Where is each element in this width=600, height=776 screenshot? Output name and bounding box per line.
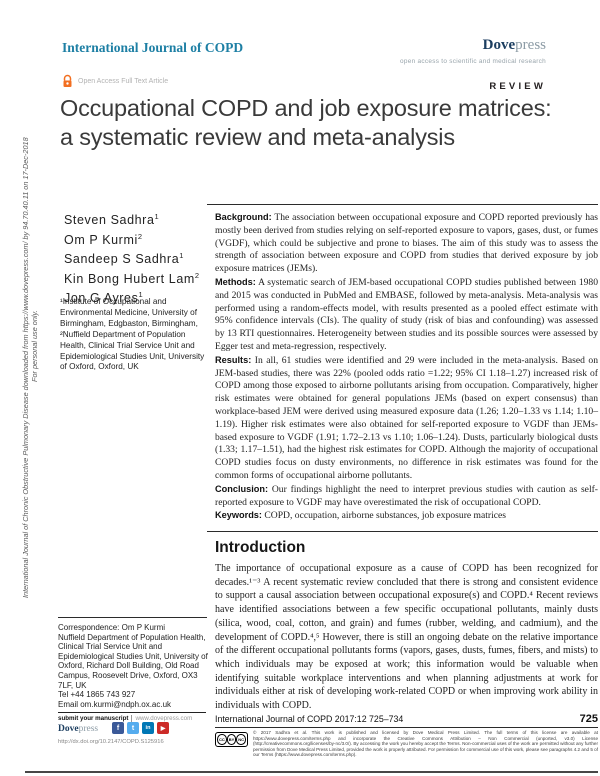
abstract-methods: Methods: A systematic search of JEM-base… [215, 276, 598, 354]
youtube-icon[interactable]: ▶ [157, 722, 169, 734]
correspondence-tel: Tel +44 1865 743 927 [58, 690, 136, 700]
open-access-lock-icon [63, 74, 72, 87]
abstract-section-label: Conclusion: [215, 483, 269, 494]
cc-by-nc-badge: cc by nc [215, 732, 248, 747]
author-affiliation-sup: 2 [137, 231, 143, 241]
abstract-top-divider [207, 204, 598, 205]
correspondence-name: Correspondence: Om P Kurmi [58, 623, 166, 632]
author-affiliation-sup: 1 [154, 212, 160, 221]
abstract-section-label: Methods: [215, 276, 256, 287]
personal-use-notice: For personal use only. [30, 310, 39, 382]
introduction-heading: Introduction [215, 539, 306, 556]
dovepress-footer-logo: Dovepress [58, 724, 98, 734]
footer-right-divider [215, 727, 598, 728]
open-access-row: Open Access Full Text Article [62, 74, 168, 89]
article-title-line1: Occupational COPD and job exposure matri… [60, 95, 552, 121]
abstract-section-text: Our findings highlight the need to inter… [215, 483, 598, 508]
social-icons-row: f t in ▶ [112, 722, 169, 734]
abstract: Background: The association between occu… [215, 211, 598, 523]
correspondence-block: Correspondence: Om P Kurmi Nuffield Depa… [58, 623, 211, 709]
abstract-section-label: Results: [215, 354, 252, 365]
cc-icon: cc [217, 734, 227, 745]
facebook-icon[interactable]: f [112, 722, 124, 734]
author-list: Steven Sadhra1 Om P Kurmi2 Sandeep S Sad… [64, 209, 214, 307]
abstract-section-label: Keywords: [215, 510, 262, 521]
download-notice: International Journal of Chronic Obstruc… [21, 137, 30, 598]
dovepress-footer-logo-light: press [78, 724, 99, 734]
author-name-text: Jon G Ayres [64, 291, 139, 306]
introduction-top-divider [207, 531, 598, 532]
dovepress-logo-bold: Dove [482, 37, 516, 53]
author-name: Sandeep S Sadhra1 [64, 248, 214, 268]
abstract-section-label: Background: [215, 212, 272, 222]
abstract-background: Background: The association between occu… [215, 211, 598, 276]
correspondence-divider [58, 617, 207, 618]
abstract-section-text: COPD, occupation, airborne substances, j… [264, 510, 507, 522]
linkedin-icon[interactable]: in [142, 722, 154, 734]
dovepress-logo: Dovepress [483, 37, 546, 54]
citation-row: International Journal of COPD 2017:12 72… [215, 713, 598, 725]
submit-manuscript-label: submit your manuscript [58, 715, 133, 722]
author-name: Om P Kurmi2 [64, 229, 214, 249]
journal-citation: International Journal of COPD 2017:12 72… [215, 714, 404, 724]
journal-title: International Journal of COPD [62, 40, 244, 55]
article-title-line2: a systematic review and meta-analysis [60, 124, 455, 150]
article-title: Occupational COPD and job exposure matri… [60, 94, 600, 152]
page-number: 725 [579, 713, 598, 725]
abstract-conclusion: Conclusion: Our findings highlight the n… [215, 483, 598, 510]
abstract-keywords: Keywords: COPD, occupation, airborne sub… [215, 509, 598, 523]
page-bottom-edge [25, 771, 598, 773]
author-name-text: Kin Bong Hubert Lam [64, 271, 195, 286]
twitter-icon[interactable]: t [127, 722, 139, 734]
doi-link[interactable]: http://dx.doi.org/10.2147/COPD.S125916 [58, 739, 164, 745]
author-name: Steven Sadhra1 [64, 209, 214, 229]
abstract-section-text: The association between occupational exp… [215, 212, 598, 275]
open-access-label: Open Access Full Text Article [78, 78, 169, 85]
footer-left-divider [58, 712, 206, 714]
author-affiliation-sup: 1 [179, 251, 185, 261]
abstract-section-text: In all, 61 studies were identified and 2… [215, 354, 598, 481]
article-type-label: REVIEW [489, 81, 546, 92]
cc-by-icon: by [226, 734, 237, 745]
license-text: © 2017 Sadhra et al. This work is publis… [253, 730, 598, 758]
publisher-tagline: open access to scientific and medical re… [400, 58, 546, 65]
correspondence-address: Nuffield Department of Population Health… [58, 632, 208, 690]
author-affiliation-sup: 1 [138, 290, 144, 300]
dovepress-url[interactable]: www.dovepress.com [135, 715, 193, 722]
dovepress-footer-logo-bold: Dove [58, 724, 79, 734]
abstract-results: Results: In all, 61 studies were identif… [215, 354, 598, 483]
author-name: Kin Bong Hubert Lam2 [64, 268, 214, 288]
submit-manuscript-line: submit your manuscript www.dovepress.com [58, 715, 192, 722]
author-name-text: Sandeep S Sadhra [64, 252, 180, 267]
affiliations: ¹Institute of Occupational and Environme… [60, 297, 205, 372]
introduction-paragraph: The importance of occupational exposure … [215, 563, 598, 712]
abstract-section-text: A systematic search of JEM-based occupat… [215, 276, 599, 352]
author-name-text: Om P Kurmi [64, 232, 138, 247]
dovepress-logo-light: press [515, 37, 546, 53]
author-affiliation-sup: 2 [194, 270, 200, 280]
cc-nc-icon: nc [236, 734, 247, 745]
author-name-text: Steven Sadhra [64, 213, 155, 228]
author-name: Jon G Ayres1 [64, 287, 214, 307]
correspondence-email[interactable]: Email om.kurmi@ndph.ox.ac.uk [58, 699, 172, 709]
